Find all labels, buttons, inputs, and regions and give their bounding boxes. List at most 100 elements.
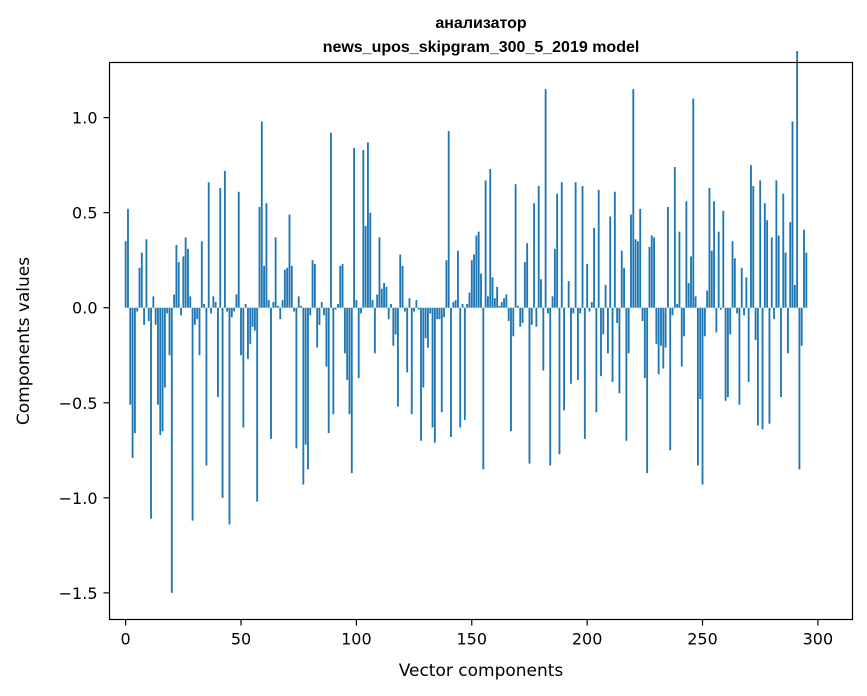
bar-211 bbox=[611, 307, 614, 382]
bar-152 bbox=[475, 235, 478, 308]
bar-113 bbox=[385, 286, 388, 308]
bar-47 bbox=[233, 307, 236, 312]
chart-title-line-2: news_upos_skipgram_300_5_2019 model bbox=[323, 39, 640, 56]
bar-237 bbox=[671, 307, 674, 316]
bar-273 bbox=[754, 307, 757, 341]
bar-70 bbox=[286, 267, 289, 308]
bar-184 bbox=[549, 307, 552, 466]
bar-202 bbox=[590, 302, 593, 308]
x-tick-label: 100 bbox=[341, 630, 372, 649]
x-axis-ticks: 0 50 100 150 200 250 300 bbox=[121, 619, 833, 649]
bar-58 bbox=[258, 206, 261, 308]
bar-224 bbox=[641, 307, 644, 322]
bar-251 bbox=[703, 307, 706, 337]
bar-230 bbox=[655, 307, 658, 344]
bar-126 bbox=[415, 300, 418, 308]
bar-51 bbox=[242, 307, 245, 428]
bar-14 bbox=[157, 307, 159, 405]
bar-280 bbox=[770, 237, 773, 308]
bar-147 bbox=[463, 307, 466, 420]
bar-144 bbox=[457, 250, 459, 308]
bar-53 bbox=[247, 307, 249, 360]
bar-44 bbox=[226, 307, 229, 312]
bar-149 bbox=[468, 292, 471, 308]
bar-64 bbox=[272, 302, 275, 308]
bar-267 bbox=[740, 267, 743, 308]
bar-213 bbox=[616, 307, 619, 323]
bar-261 bbox=[726, 307, 729, 398]
bar-13 bbox=[154, 307, 157, 325]
y-axis-label: Components values bbox=[14, 257, 34, 425]
bar-100 bbox=[355, 300, 358, 308]
bar-286 bbox=[784, 252, 787, 308]
bar-295 bbox=[805, 252, 808, 308]
bar-115 bbox=[390, 303, 392, 308]
bar-18 bbox=[166, 307, 169, 314]
bar-136 bbox=[438, 307, 441, 320]
bar-170 bbox=[517, 305, 519, 308]
bar-109 bbox=[376, 294, 379, 308]
bar-245 bbox=[690, 256, 692, 308]
bar-189 bbox=[560, 182, 563, 308]
bar-240 bbox=[678, 231, 681, 308]
bar-124 bbox=[410, 307, 413, 415]
bar-63 bbox=[270, 307, 272, 439]
bar-264 bbox=[733, 258, 736, 308]
bar-271 bbox=[750, 165, 752, 308]
bar-255 bbox=[713, 201, 715, 308]
bar-181 bbox=[542, 307, 545, 371]
bar-105 bbox=[367, 142, 369, 308]
bar-288 bbox=[789, 222, 792, 308]
bar-5 bbox=[136, 307, 139, 312]
bar-102 bbox=[360, 307, 362, 314]
bar-174 bbox=[526, 243, 529, 308]
bar-194 bbox=[572, 307, 575, 314]
bar-141 bbox=[450, 307, 452, 437]
bar-266 bbox=[738, 307, 741, 405]
bar-15 bbox=[159, 307, 162, 436]
bar-17 bbox=[163, 307, 166, 388]
x-tick-label: 200 bbox=[572, 630, 603, 649]
bar-3 bbox=[131, 307, 134, 458]
bar-73 bbox=[293, 307, 296, 312]
bar-186 bbox=[553, 248, 556, 308]
bar-31 bbox=[196, 307, 199, 320]
bar-125 bbox=[413, 307, 416, 312]
bar-79 bbox=[307, 307, 309, 470]
bar-80 bbox=[309, 307, 312, 316]
bar-20 bbox=[170, 307, 173, 593]
bar-233 bbox=[662, 307, 665, 369]
bar-57 bbox=[256, 307, 259, 502]
bar-33 bbox=[200, 241, 203, 308]
bar-222 bbox=[636, 241, 639, 308]
bar-249 bbox=[699, 307, 702, 399]
bar-111 bbox=[380, 288, 383, 308]
bar-85 bbox=[320, 302, 323, 308]
bar-238 bbox=[673, 167, 676, 308]
bar-250 bbox=[701, 307, 704, 485]
bar-229 bbox=[653, 237, 655, 308]
bar-279 bbox=[768, 307, 771, 424]
bar-30 bbox=[193, 307, 196, 325]
bar-293 bbox=[800, 307, 803, 346]
bar-98 bbox=[350, 307, 353, 474]
bar-203 bbox=[593, 227, 595, 308]
bar-91 bbox=[334, 307, 337, 310]
bar-120 bbox=[401, 265, 404, 308]
bar-22 bbox=[175, 245, 178, 308]
bar-61 bbox=[265, 203, 268, 308]
bar-193 bbox=[570, 307, 572, 384]
bar-143 bbox=[454, 300, 457, 308]
bar-263 bbox=[731, 241, 734, 308]
bar-37 bbox=[210, 307, 212, 314]
bar-239 bbox=[676, 303, 679, 308]
bar-291 bbox=[796, 51, 799, 308]
bar-156 bbox=[484, 180, 487, 308]
bar-168 bbox=[512, 307, 515, 337]
bar-97 bbox=[348, 307, 351, 415]
bar-231 bbox=[657, 307, 660, 375]
bar-116 bbox=[392, 307, 395, 346]
y-tick-label: 1.0 bbox=[72, 109, 97, 128]
bar-94 bbox=[341, 264, 344, 308]
bar-45 bbox=[228, 307, 231, 525]
